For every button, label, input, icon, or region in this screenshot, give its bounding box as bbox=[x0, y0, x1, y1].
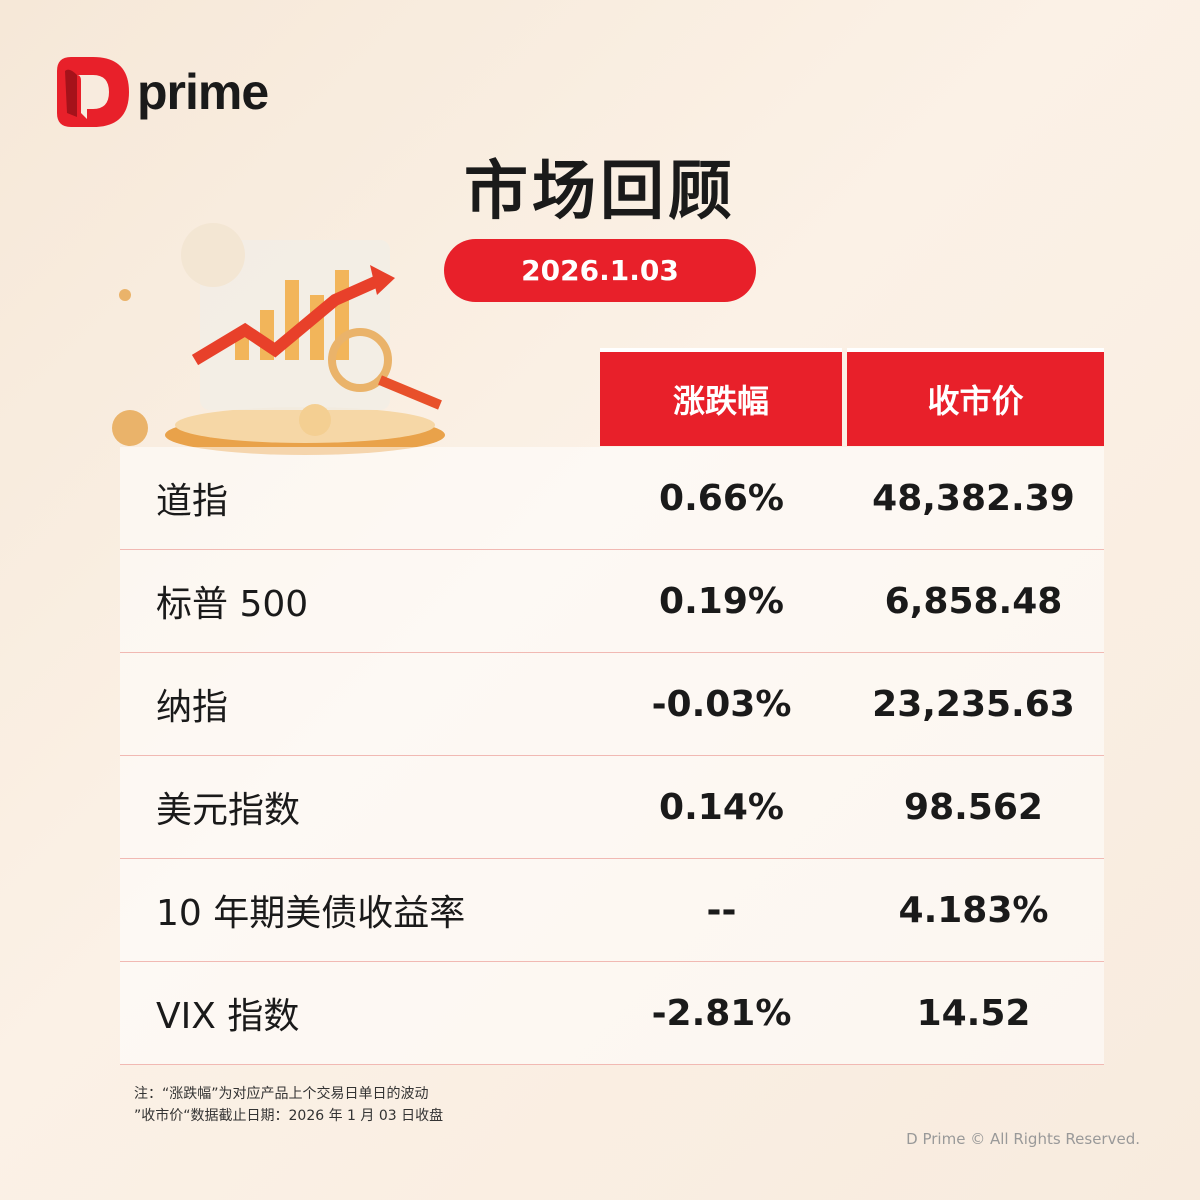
close-value: 98.562 bbox=[904, 786, 1043, 828]
table-row: VIX 指数 -2.81% 14.52 bbox=[120, 962, 1104, 1065]
table-row: 道指 0.66% 48,382.39 bbox=[120, 447, 1104, 550]
market-chart-illustration-icon bbox=[112, 223, 445, 455]
close-value: 4.183% bbox=[898, 889, 1049, 931]
table-row: 标普 500 0.19% 6,858.48 bbox=[120, 550, 1104, 653]
table-row: 10 年期美债收益率 -- 4.183% bbox=[120, 859, 1104, 962]
header-close: 收市价 bbox=[847, 348, 1104, 446]
index-name: 纳指 bbox=[156, 687, 229, 728]
footnote-line: ”收市价“数据截止日期：2026 年 1 月 03 日收盘 bbox=[134, 1108, 444, 1124]
change-value: -0.03% bbox=[651, 683, 792, 725]
page-title: 市场回顾 bbox=[464, 155, 736, 229]
close-value: 6,858.48 bbox=[884, 580, 1063, 622]
index-name: 美元指数 bbox=[156, 790, 301, 831]
copyright: D Prime © All Rights Reserved. bbox=[906, 1130, 1140, 1148]
index-name: 道指 bbox=[156, 481, 229, 522]
d-logo-icon bbox=[57, 57, 129, 127]
table-row: 美元指数 0.14% 98.562 bbox=[120, 756, 1104, 859]
index-name: 10 年期美债收益率 bbox=[156, 893, 466, 934]
brand-name: prime bbox=[137, 64, 269, 120]
market-table: 道指 0.66% 48,382.39 标普 500 0.19% 6,858.48 纳指 -… bbox=[120, 447, 1104, 1065]
change-value: -2.81% bbox=[651, 992, 792, 1034]
footnote: 注：“涨跌幅”为对应产品上个交易日单日的波动 ”收市价“数据截止日期：2026 … bbox=[134, 1083, 443, 1127]
index-name: VIX 指数 bbox=[156, 996, 300, 1037]
close-value: 23,235.63 bbox=[872, 683, 1075, 725]
header-change: 涨跌幅 bbox=[600, 348, 842, 446]
close-value: 48,382.39 bbox=[872, 477, 1075, 519]
close-value: 14.52 bbox=[916, 992, 1031, 1034]
change-value: 0.19% bbox=[659, 580, 784, 622]
change-value: -- bbox=[706, 889, 737, 931]
change-value: 0.14% bbox=[659, 786, 784, 828]
footnote-line: 注：“涨跌幅”为对应产品上个交易日单日的波动 bbox=[134, 1086, 429, 1102]
table-row: 纳指 -0.03% 23,235.63 bbox=[120, 653, 1104, 756]
date-badge: 2026.1.03 bbox=[444, 239, 756, 302]
change-value: 0.66% bbox=[659, 477, 784, 519]
index-name: 标普 500 bbox=[156, 584, 309, 625]
brand-logo: prime bbox=[57, 57, 269, 127]
